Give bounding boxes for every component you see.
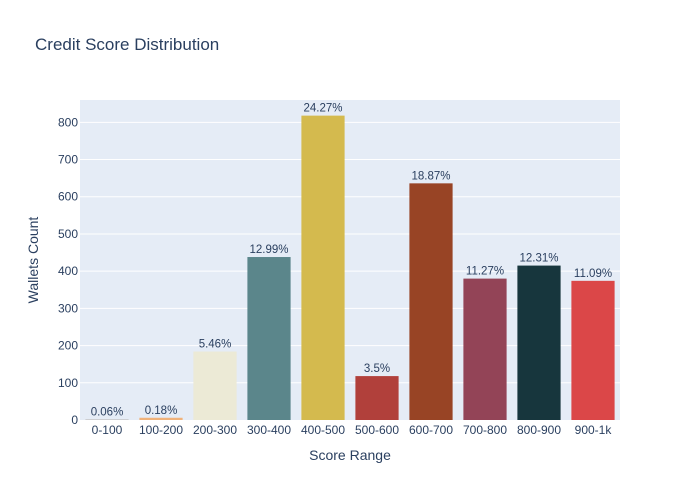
y-tick-label: 0 — [71, 413, 78, 427]
y-tick-label: 800 — [58, 115, 78, 129]
y-tick-label: 600 — [58, 190, 78, 204]
x-tick-label: 600-700 — [409, 423, 453, 437]
data-label: 0.06% — [91, 406, 124, 418]
bar-200-300[interactable] — [193, 351, 237, 420]
x-tick-label: 900-1k — [575, 423, 613, 437]
y-axis-ticks: 0 100 200 300 400 500 600 700 800 — [58, 115, 78, 427]
gridlines — [80, 121, 620, 384]
x-tick-label: 500-600 — [355, 423, 399, 437]
x-axis-ticks: 0-100 100-200 200-300 300-400 400-500 500-600… — [92, 423, 613, 437]
data-label: 24.27% — [303, 103, 342, 115]
bar-300-400[interactable] — [247, 257, 291, 420]
x-tick-label: 700-800 — [463, 423, 507, 437]
bar-900-1k[interactable] — [571, 280, 615, 420]
bar-700-800[interactable] — [463, 278, 507, 420]
data-label: 5.46% — [199, 339, 232, 351]
y-tick-label: 400 — [58, 264, 78, 278]
chart-title: Credit Score Distribution — [35, 35, 219, 54]
data-label: 12.99% — [249, 244, 288, 256]
y-tick-label: 200 — [58, 339, 78, 353]
x-tick-label: 300-400 — [247, 423, 291, 437]
y-tick-label: 100 — [58, 376, 78, 390]
data-label: 3.5% — [364, 363, 390, 375]
bar-0-100[interactable] — [85, 419, 129, 420]
bar-100-200[interactable] — [139, 417, 183, 420]
data-label: 12.31% — [519, 253, 558, 265]
x-tick-label: 0-100 — [92, 423, 123, 437]
bar-600-700[interactable] — [409, 183, 453, 420]
bars — [85, 115, 615, 421]
y-tick-label: 700 — [58, 153, 78, 167]
bar-800-900[interactable] — [517, 265, 561, 420]
data-label: 18.87% — [411, 170, 450, 182]
data-label: 0.18% — [145, 405, 178, 417]
bar-500-600[interactable] — [355, 376, 399, 420]
data-label: 11.09% — [574, 268, 612, 280]
data-label: 11.27% — [466, 266, 504, 278]
x-tick-label: 200-300 — [193, 423, 237, 437]
x-tick-label: 800-900 — [517, 423, 561, 437]
y-axis-title: Wallets Count — [25, 217, 41, 304]
x-tick-label: 400-500 — [301, 423, 345, 437]
bar-400-500[interactable] — [301, 115, 345, 421]
x-axis-title: Score Range — [309, 447, 391, 463]
y-tick-label: 300 — [58, 301, 78, 315]
y-tick-label: 500 — [58, 227, 78, 241]
data-labels: 0.06% 0.18% 5.46% 12.99% 24.27% 3.5% 18.87% 11.… — [91, 103, 612, 419]
x-tick-label: 100-200 — [139, 423, 183, 437]
